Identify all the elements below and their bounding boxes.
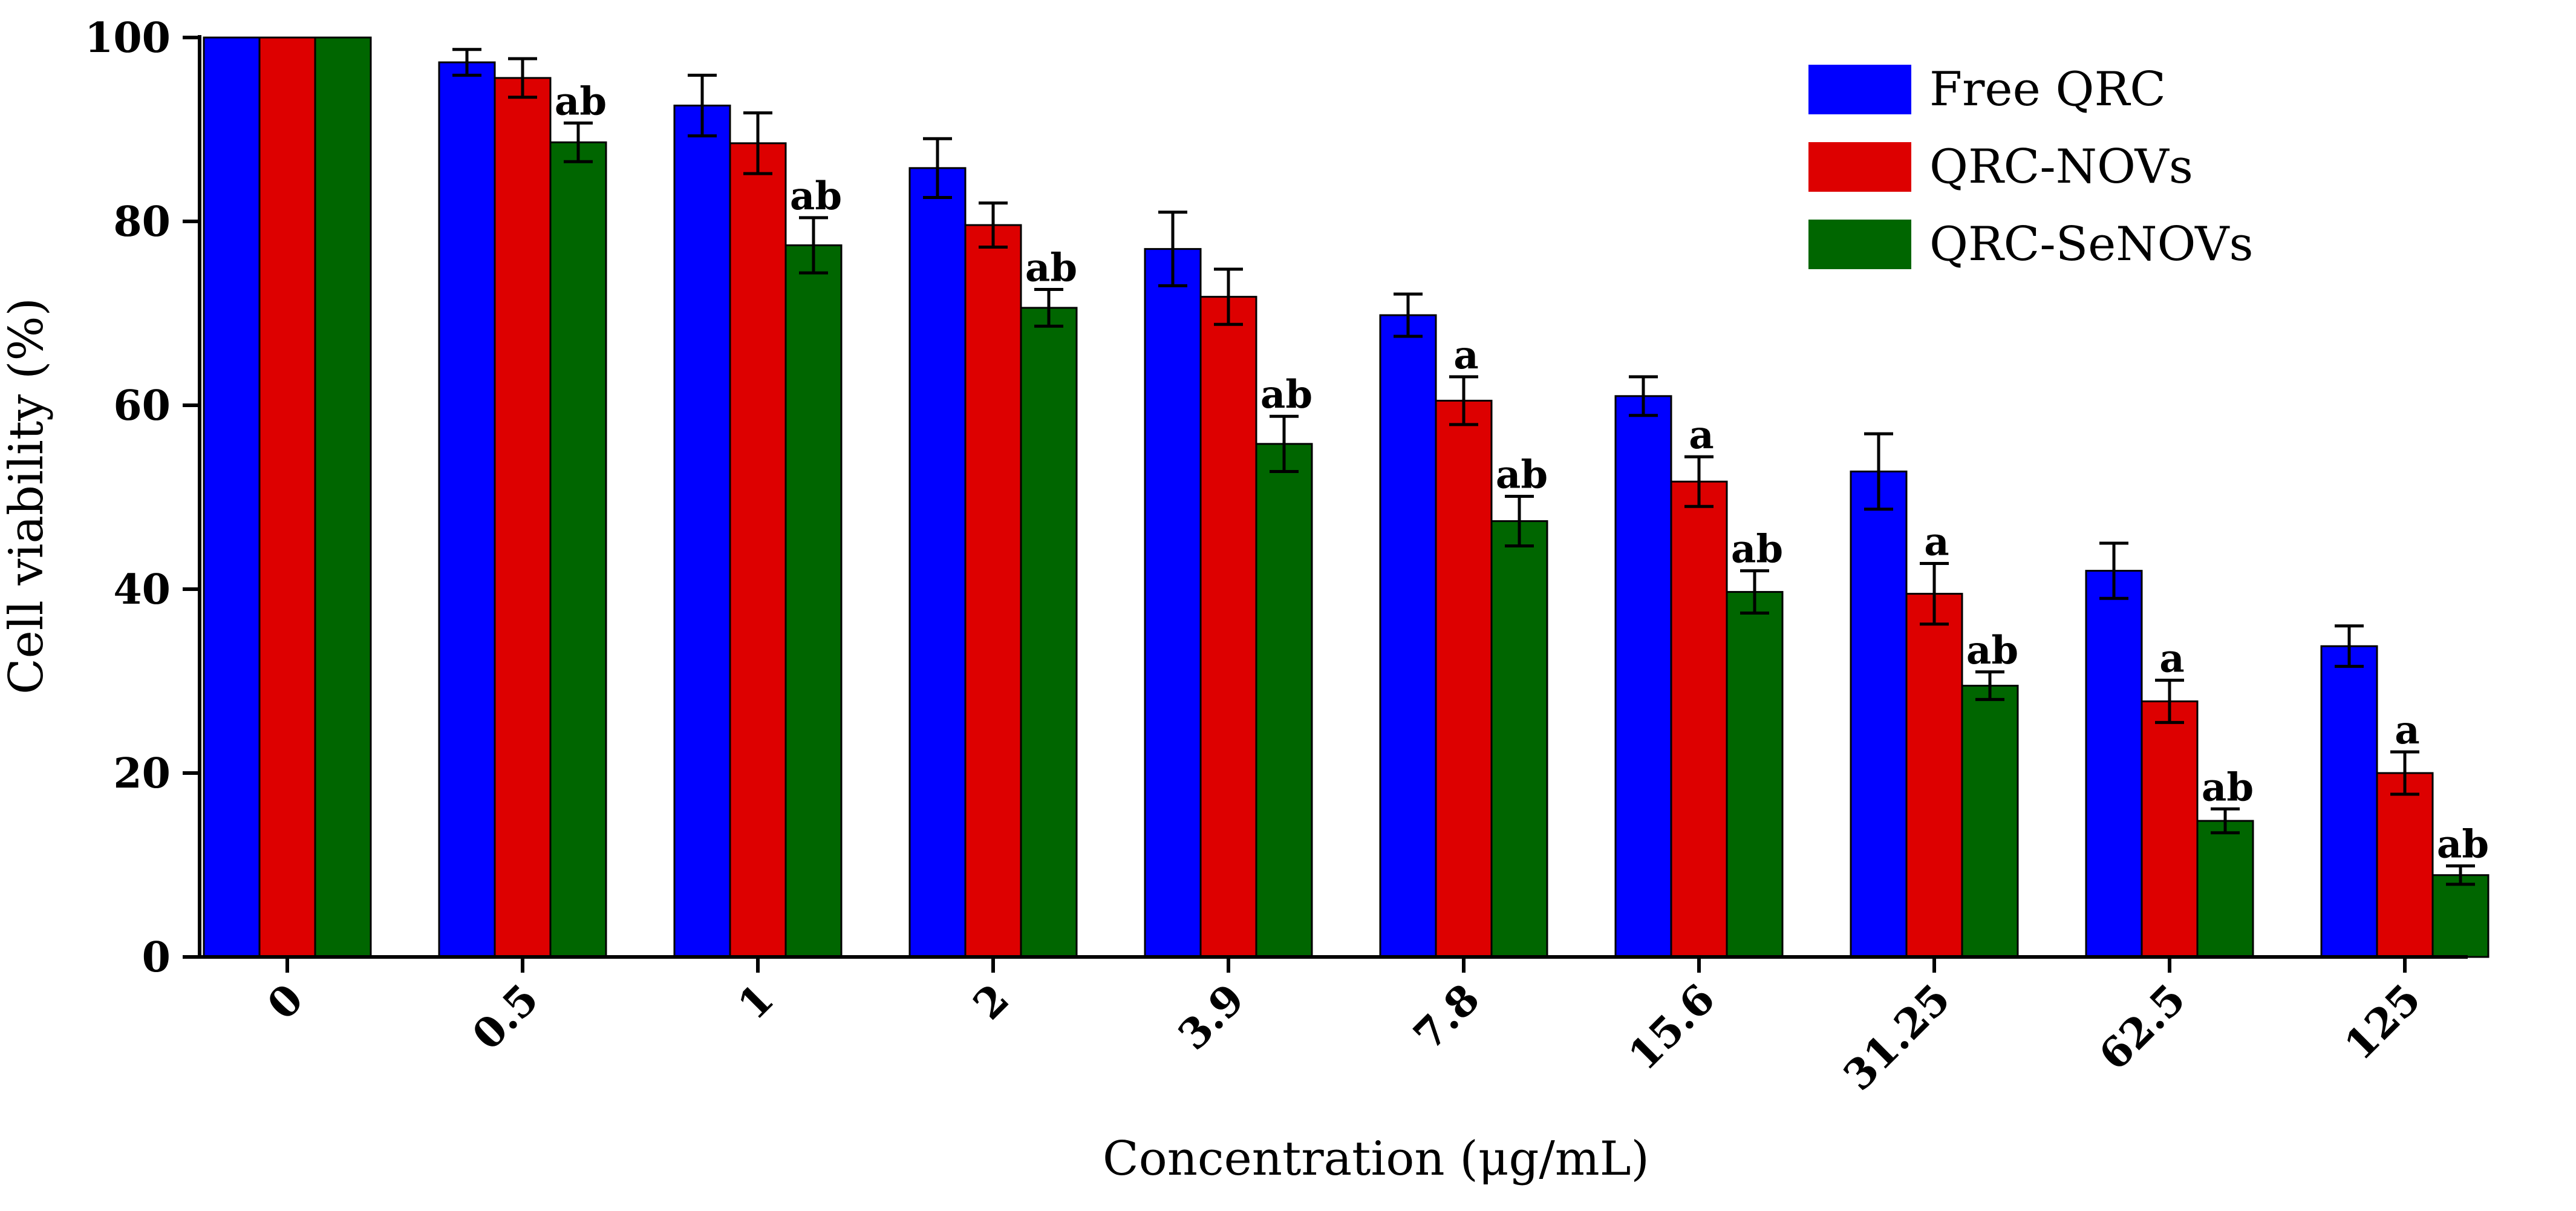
bar-free-qrc-1 [438,61,496,958]
y-tick-label: 60 [113,382,171,430]
significance-label: ab [1496,452,1548,497]
y-tick-label: 0 [142,933,171,982]
legend-label: QRC-NOVs [1929,140,2193,194]
y-tick-label: 40 [113,566,171,614]
bar-qrc-novs-4 [1199,296,1257,958]
bar-qrc-senovs-0 [314,36,372,958]
bar-free-qrc-3 [908,167,967,958]
significance-label: ab [2437,822,2489,867]
significance-label: ab [790,174,842,219]
x-tick-label: 15.6 [1619,974,1724,1080]
bar-qrc-senovs-5 [1490,520,1548,958]
bar-free-qrc-5 [1379,314,1437,958]
bar-qrc-senovs-4 [1255,443,1313,958]
bar-qrc-novs-2 [729,142,787,958]
bar-qrc-novs-1 [494,77,552,958]
significance-label: a [1689,413,1714,458]
bar-qrc-senovs-7 [1961,685,2019,958]
bar-free-qrc-7 [1850,470,1908,958]
significance-label: a [1453,333,1478,378]
bar-qrc-senovs-6 [1726,591,1784,958]
bars-layer [203,36,2490,958]
x-tick-label: 7.8 [1404,974,1489,1059]
x-tick-label: 62.5 [2090,974,2195,1080]
bar-qrc-senovs-1 [549,141,607,958]
bar-qrc-senovs-8 [2196,820,2254,958]
y-tick-label: 80 [113,198,171,246]
x-tick-label: 31.25 [1834,974,1960,1100]
bar-qrc-senovs-3 [1020,307,1078,958]
y-tick-label: 20 [113,749,171,798]
bar-qrc-novs-6 [1670,480,1728,958]
bar-qrc-novs-5 [1435,399,1493,958]
x-tick-label: 3.9 [1169,974,1254,1059]
error-bars-layer [452,48,2475,886]
x-tick-label: 1 [729,974,783,1029]
bar-qrc-senovs-2 [784,244,843,958]
legend-label: QRC-SeNOVs [1929,217,2254,272]
bar-qrc-novs-3 [964,224,1022,958]
legend-label: Free QRC [1929,62,2166,117]
bar-qrc-senovs-9 [2431,874,2490,958]
legend: Free QRC QRC-NOVs QRC-SeNOVs [1808,62,2254,272]
bar-qrc-novs-9 [2376,772,2434,958]
x-tick-label: 0 [258,974,313,1029]
bar-free-qrc-6 [1614,395,1672,958]
annotations-layer: a a a a a ab ab ab ab ab ab ab ab ab [555,79,2489,867]
significance-label: a [1924,519,1949,564]
significance-label: a [2395,708,2419,753]
significance-label: ab [1260,372,1312,417]
bar-free-qrc-9 [2320,645,2378,958]
significance-label: ab [2202,765,2254,810]
x-tick-label: 0.5 [463,974,548,1059]
legend-swatch [1808,220,1911,269]
x-tick-label: 125 [2335,974,2430,1069]
bar-free-qrc-4 [1144,248,1202,958]
bar-qrc-novs-7 [1905,593,1963,958]
bar-free-qrc-2 [673,104,731,958]
y-tick-label: 100 [85,14,171,62]
y-axis-title: Cell viability (%) [0,298,54,694]
significance-label: ab [555,79,607,124]
bar-qrc-novs-0 [258,36,316,958]
x-tick-label: 2 [964,974,1019,1029]
bar-free-qrc-0 [203,36,261,958]
significance-label: ab [1966,628,2018,673]
x-axis-title: Concentration (μg/mL) [1103,1132,1649,1186]
significance-label: ab [1731,527,1783,572]
significance-label: ab [1025,245,1077,290]
legend-swatch [1808,65,1911,114]
bar-qrc-novs-8 [2141,700,2199,958]
legend-swatch [1808,142,1911,192]
significance-label: a [2159,636,2184,681]
bar-free-qrc-8 [2085,570,2143,958]
